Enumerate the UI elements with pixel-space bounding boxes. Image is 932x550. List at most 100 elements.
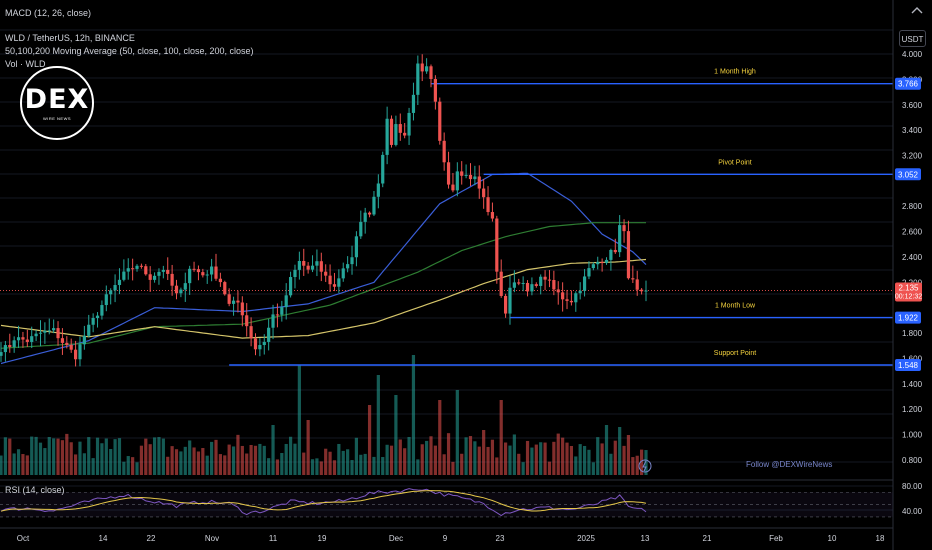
volume-bar: [376, 375, 380, 475]
moving-averages: [0, 172, 647, 365]
volume-bar: [144, 438, 148, 475]
candle-body: [174, 285, 179, 294]
time-tick-label: 13: [641, 534, 650, 543]
time-tick-label: Nov: [205, 534, 219, 543]
candle-body: [451, 184, 455, 191]
level-label: Support Point: [714, 350, 756, 357]
candle-body: [640, 289, 644, 292]
candle-body: [139, 265, 144, 267]
chevron-up-icon[interactable]: [911, 6, 923, 14]
macd-legend[interactable]: MACD (12, 26, close): [5, 8, 92, 18]
candle-body: [363, 212, 367, 222]
volume-legend[interactable]: Vol · WLD: [5, 59, 46, 69]
candle-body: [262, 341, 266, 346]
candle-body: [367, 212, 372, 215]
volume-bar: [152, 437, 157, 475]
candle-body: [297, 261, 301, 270]
candle-body: [561, 292, 565, 300]
candle-body: [372, 196, 376, 215]
volume-bar: [38, 442, 43, 475]
volume-bar: [117, 438, 122, 475]
candle-body: [52, 328, 56, 331]
volume-bar: [552, 441, 556, 475]
candle-body: [534, 284, 538, 286]
candle-body: [398, 124, 402, 133]
candle-body: [433, 79, 437, 102]
volume-bar: [451, 461, 455, 475]
volume-bar: [302, 452, 306, 475]
candle-body: [109, 290, 113, 295]
price-tick-label: 2.400: [902, 253, 923, 262]
price-tick-label: 2.600: [902, 228, 923, 237]
candle-body: [152, 275, 157, 280]
candle-body: [346, 264, 350, 269]
volume-bar: [47, 436, 51, 475]
candle-body: [359, 221, 363, 237]
volume-bar: [56, 438, 60, 475]
volume-bar: [631, 457, 635, 475]
volume-bar: [183, 446, 187, 475]
candle-body: [288, 277, 293, 296]
volume-bar: [578, 444, 582, 475]
level-price-value: 3.766: [898, 80, 919, 89]
volume-bar: [354, 437, 359, 475]
candle-body: [69, 344, 73, 350]
countdown-timer: 00:12:32: [895, 294, 922, 301]
level-price-value: 1.548: [898, 361, 919, 370]
level-price-tag: [895, 358, 921, 371]
volume-bar: [297, 365, 301, 475]
volume-bar: [411, 355, 416, 475]
rsi-ma-line: [0, 490, 647, 512]
candle-body: [122, 271, 126, 280]
volume-bar: [635, 455, 639, 475]
candle-body: [100, 305, 104, 316]
volume-bar: [363, 453, 367, 475]
volume-bar: [591, 462, 595, 475]
candle-body: [245, 315, 249, 327]
volume-bar: [640, 449, 644, 475]
candle-body: [34, 333, 38, 337]
candle-body: [591, 264, 595, 269]
time-tick-label: Feb: [769, 534, 783, 543]
volume-bar: [192, 447, 196, 475]
rsi-tick-label: 80.00: [902, 482, 923, 491]
candle-body: [482, 188, 486, 198]
volume-bar: [490, 439, 495, 475]
volume-bar: [324, 448, 328, 475]
volume-bar: [455, 390, 459, 475]
candle-body: [503, 295, 508, 314]
volume-bar: [328, 451, 332, 475]
candle-body: [47, 330, 51, 332]
candle-body: [604, 259, 609, 264]
price-tick-label: 2.800: [902, 202, 923, 211]
candle-body: [543, 276, 547, 280]
candle-body: [258, 345, 262, 350]
volume-bar: [262, 445, 266, 475]
volume-bar: [231, 446, 236, 475]
volume-bar: [253, 445, 258, 475]
rsi-pane: 80.00 40.00: [0, 479, 923, 518]
volume-bar: [613, 440, 617, 475]
volume-bar: [284, 443, 288, 475]
candle-body: [644, 290, 648, 292]
level-lines: [0, 83, 893, 366]
symbol-legend[interactable]: WLD / TetherUS, 12h, BINANCE: [5, 33, 135, 43]
candle-body: [253, 338, 258, 350]
price-tick-label: 0.800: [902, 456, 923, 465]
currency-button[interactable]: USDT: [899, 30, 926, 47]
volume-bar: [398, 439, 402, 475]
rsi-legend[interactable]: RSI (14, close): [5, 485, 65, 495]
ma-legend[interactable]: 50,100,200 Moving Average (50, close, 10…: [5, 46, 254, 56]
volume-bar: [8, 438, 12, 475]
candle-body: [16, 337, 21, 341]
candle-body: [539, 276, 543, 286]
level-price-tag: [895, 311, 921, 324]
candle-body: [495, 218, 499, 272]
candle-body: [556, 289, 560, 293]
candle-body: [403, 132, 407, 136]
candle-body: [25, 339, 29, 342]
candle-body: [565, 299, 569, 301]
candle-body: [420, 63, 424, 72]
candle-body: [517, 282, 521, 284]
